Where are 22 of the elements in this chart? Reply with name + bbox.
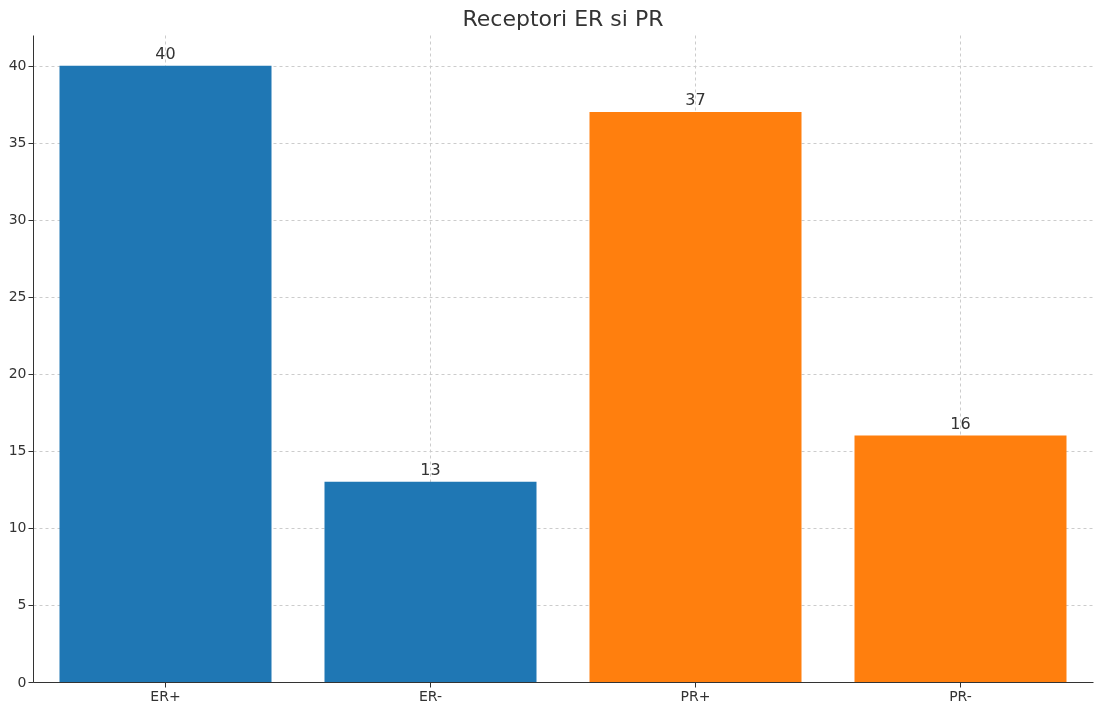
y-tick-label: 10 <box>8 519 27 536</box>
x-tick-label: ER+ <box>150 687 181 704</box>
bar <box>589 112 802 682</box>
y-tick-label: 30 <box>8 211 27 228</box>
bar <box>324 481 537 682</box>
x-tick-label: PR- <box>949 687 972 704</box>
x-tick-label: PR+ <box>680 687 711 704</box>
y-tick-label: 5 <box>17 596 27 613</box>
y-tick-label: 35 <box>8 134 27 151</box>
data-label: 37 <box>685 90 706 110</box>
bar <box>59 65 272 682</box>
y-tick-label: 25 <box>8 288 27 305</box>
data-label: 16 <box>950 413 971 433</box>
bar <box>854 435 1067 682</box>
data-label: 13 <box>420 459 441 479</box>
chart-title: Receptori ER si PR <box>462 6 664 31</box>
y-tick-label: 40 <box>8 57 27 74</box>
data-label: 40 <box>155 43 176 63</box>
x-tick-label: ER- <box>418 687 443 704</box>
y-tick-label: 20 <box>8 365 27 382</box>
y-tick-label: 0 <box>17 673 27 690</box>
y-tick-label: 15 <box>8 442 27 459</box>
